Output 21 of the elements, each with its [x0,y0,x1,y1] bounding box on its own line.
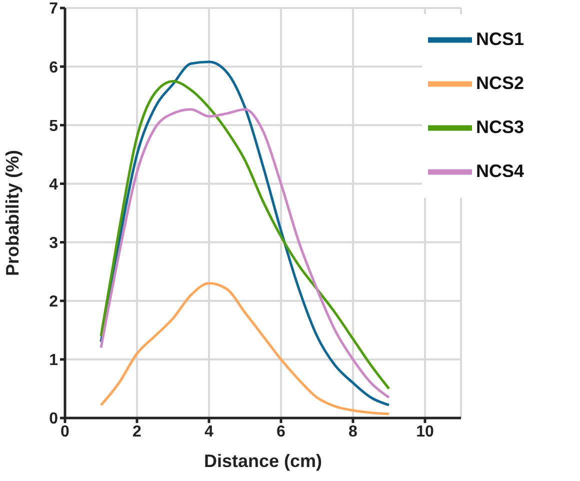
x-tick-label: 8 [348,423,358,440]
y-tick-label: 3 [49,234,58,252]
legend-label: NCS2 [476,72,524,93]
y-tick-label: 6 [49,59,58,76]
y-tick-label: 5 [49,118,58,135]
y-tick-label: 4 [49,176,58,194]
legend-label: NCS3 [476,116,524,137]
y-tick-label: 2 [49,294,58,311]
x-tick-label: 0 [60,423,70,440]
x-tick-label: 4 [204,423,214,440]
y-tick-label: 0 [49,410,58,428]
y-axis-title: Probability (%) [2,150,22,276]
x-tick-label: 6 [276,423,286,440]
x-tick-label: 10 [416,423,434,440]
legend-label: NCS4 [476,160,524,181]
line-series [100,282,390,416]
y-tick-label: 7 [49,0,58,18]
legend-label: NCS1 [476,28,524,49]
x-tick-label: 2 [132,423,142,440]
x-axis-title: Distance (cm) [204,451,322,471]
y-tick-label: 1 [49,352,58,370]
